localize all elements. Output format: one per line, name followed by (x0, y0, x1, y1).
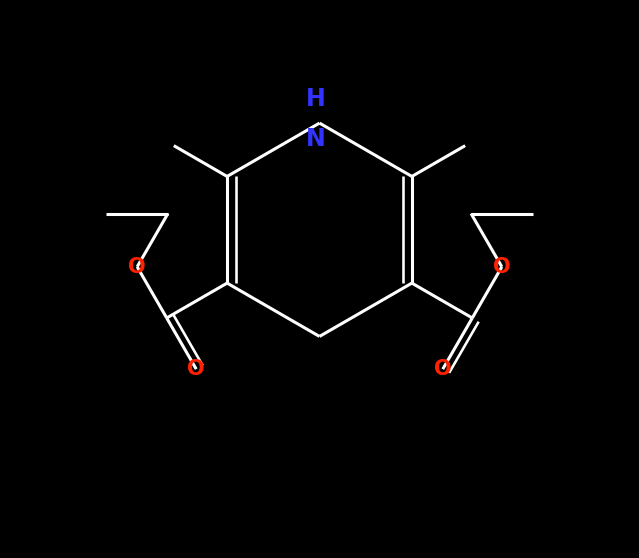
Text: O: O (493, 257, 511, 277)
Text: O: O (128, 257, 146, 277)
Text: O: O (187, 359, 205, 379)
Text: O: O (434, 359, 452, 379)
Text: N: N (305, 127, 325, 151)
Text: H: H (305, 87, 325, 111)
